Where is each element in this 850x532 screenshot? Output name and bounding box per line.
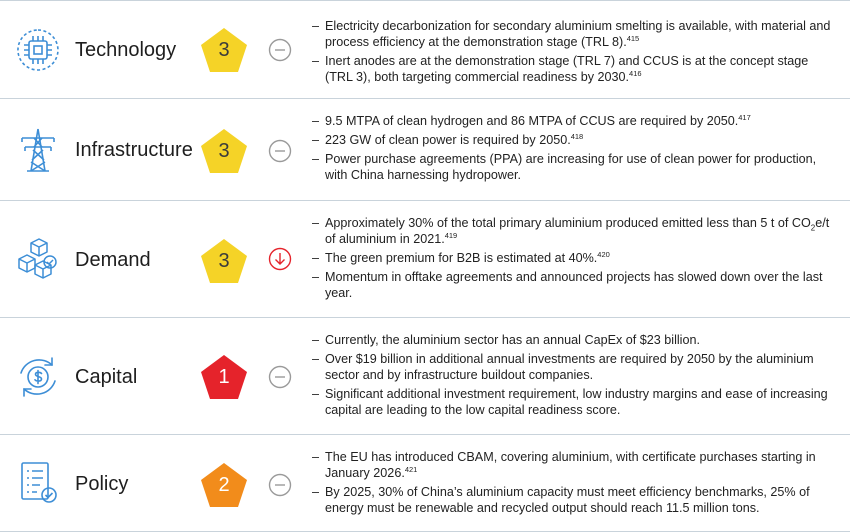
- row-infrastructure: Infrastructure 3 9.5 MTPA of clean hydro…: [0, 98, 850, 201]
- list-item: Approximately 30% of the total primary a…: [312, 215, 832, 247]
- boxes-check-icon: [14, 235, 62, 283]
- row-label: Capital: [75, 366, 138, 388]
- neutral-trend-icon: [268, 473, 292, 497]
- row-label: Policy: [75, 473, 129, 495]
- score-value: 1: [218, 366, 230, 388]
- score-value: 3: [218, 250, 230, 272]
- score-pentagon: 3: [200, 27, 248, 73]
- neutral-trend-icon: [268, 139, 292, 163]
- row-policy: Policy 2 The EU has introduced CBAM, cov…: [0, 434, 850, 532]
- row-demand: Demand 3 Approximately 30% of the total …: [0, 200, 850, 318]
- row-label: Infrastructure: [75, 139, 193, 161]
- list-item: Power purchase agreements (PPA) are incr…: [312, 151, 832, 183]
- list-item: By 2025, 30% of China’s aluminium capaci…: [312, 484, 832, 516]
- list-item: 223 GW of clean power is required by 205…: [312, 132, 832, 148]
- list-item: Currently, the aluminium sector has an a…: [312, 332, 832, 348]
- score-pentagon: 1: [200, 354, 248, 400]
- bullet-list: 9.5 MTPA of clean hydrogen and 86 MTPA o…: [312, 113, 832, 186]
- row-label: Technology: [75, 39, 177, 61]
- bullet-list: Electricity decarbonization for secondar…: [312, 18, 832, 88]
- row-capital: Capital 1 Currently, the aluminium secto…: [0, 317, 850, 435]
- list-item: 9.5 MTPA of clean hydrogen and 86 MTPA o…: [312, 113, 832, 129]
- list-item: Significant additional investment requir…: [312, 386, 832, 418]
- list-item: Over $19 billion in additional annual in…: [312, 351, 832, 383]
- score-value: 2: [218, 474, 230, 496]
- list-item: The EU has introduced CBAM, covering alu…: [312, 449, 832, 481]
- bullet-list: Currently, the aluminium sector has an a…: [312, 332, 832, 421]
- score-pentagon: 3: [200, 128, 248, 174]
- list-item: Inert anodes are at the demonstration st…: [312, 53, 832, 85]
- score-pentagon: 2: [200, 462, 248, 508]
- bullet-list: Approximately 30% of the total primary a…: [312, 215, 832, 304]
- neutral-trend-icon: [268, 38, 292, 62]
- list-item: Momentum in offtake agreements and annou…: [312, 269, 832, 301]
- list-item: Electricity decarbonization for secondar…: [312, 18, 832, 50]
- list-item: The green premium for B2B is estimated a…: [312, 250, 832, 266]
- row-technology: Technology 3 Electricity decarbonization…: [0, 0, 850, 99]
- score-value: 3: [218, 140, 230, 162]
- bullet-list: The EU has introduced CBAM, covering alu…: [312, 449, 832, 519]
- score-value: 3: [218, 39, 230, 61]
- score-pentagon: 3: [200, 238, 248, 284]
- neutral-trend-icon: [268, 365, 292, 389]
- dollar-cycle-icon: [14, 353, 62, 401]
- chip-icon: [14, 26, 62, 74]
- row-label: Demand: [75, 249, 151, 271]
- down-arrow-icon: [268, 247, 292, 271]
- document-check-icon: [14, 459, 62, 507]
- power-tower-icon: [14, 126, 62, 174]
